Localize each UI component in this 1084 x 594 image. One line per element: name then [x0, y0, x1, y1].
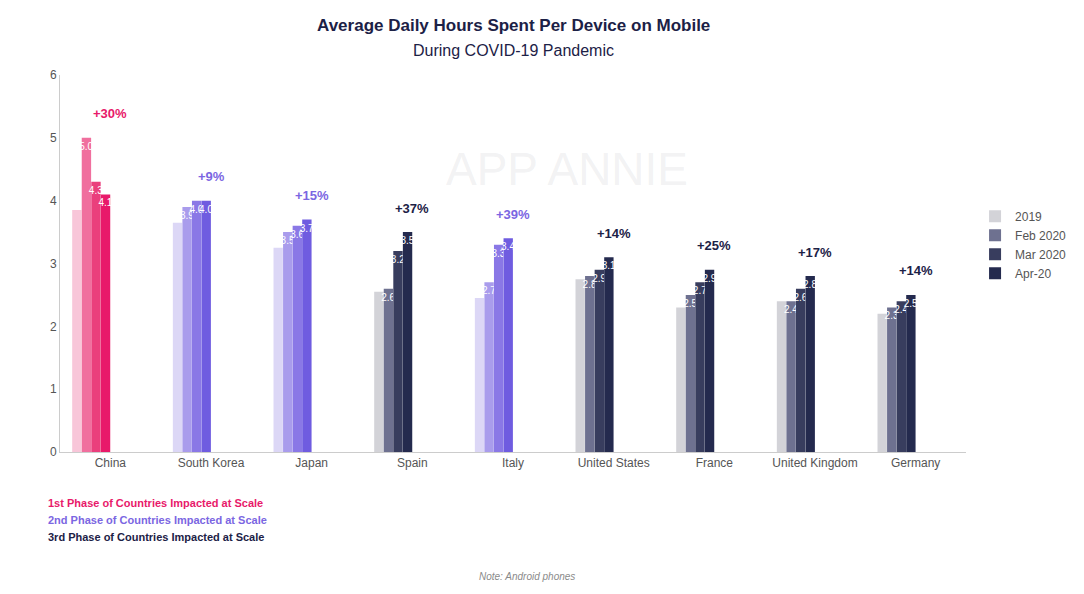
- svg-text:+25%: +25%: [697, 238, 731, 253]
- svg-text:2.3: 2.3: [885, 310, 899, 321]
- svg-text:3.4: 3.4: [501, 241, 515, 252]
- svg-text:2nd Phase of Countries Impacte: 2nd Phase of Countries Impacted at Scale: [48, 514, 267, 526]
- svg-text:3.1: 3.1: [602, 260, 616, 271]
- svg-text:3rd Phase of Countries Impacte: 3rd Phase of Countries Impacted at Scale: [48, 531, 264, 543]
- svg-text:2.6: 2.6: [793, 292, 807, 303]
- svg-text:3.6: 3.6: [290, 229, 304, 240]
- svg-text:2.4: 2.4: [894, 304, 908, 315]
- svg-text:Mar 2020: Mar 2020: [1015, 248, 1066, 262]
- svg-text:2.6: 2.6: [381, 292, 395, 303]
- svg-text:United Kingdom: United Kingdom: [772, 456, 857, 470]
- svg-text:1st Phase of Countries Impacte: 1st Phase of Countries Impacted at Scale: [48, 497, 263, 509]
- svg-text:4.1: 4.1: [98, 197, 112, 208]
- svg-text:2: 2: [50, 320, 57, 334]
- svg-text:+15%: +15%: [295, 188, 329, 203]
- svg-text:5.0: 5.0: [79, 141, 93, 152]
- svg-text:2.8: 2.8: [583, 279, 597, 290]
- svg-text:3.9: 3.9: [180, 210, 194, 221]
- svg-text:Japan: Japan: [295, 456, 328, 470]
- svg-text:2.9: 2.9: [702, 273, 716, 284]
- svg-text:4.0: 4.0: [199, 204, 213, 215]
- svg-text:2.7: 2.7: [693, 285, 707, 296]
- svg-text:+14%: +14%: [899, 263, 933, 278]
- svg-text:Average Daily Hours Spent Per: Average Daily Hours Spent Per Device on …: [317, 16, 710, 35]
- svg-text:3.7: 3.7: [300, 223, 314, 234]
- svg-text:2.4: 2.4: [784, 304, 798, 315]
- svg-text:China: China: [95, 456, 127, 470]
- svg-text:4.3: 4.3: [89, 185, 103, 196]
- svg-text:3.5: 3.5: [281, 235, 295, 246]
- svg-text:Germany: Germany: [891, 456, 940, 470]
- svg-text:Note: Android phones: Note: Android phones: [479, 571, 575, 582]
- svg-text:South Korea: South Korea: [178, 456, 245, 470]
- svg-text:Spain: Spain: [397, 456, 428, 470]
- svg-text:3.2: 3.2: [391, 254, 405, 265]
- svg-text:3.3: 3.3: [491, 248, 505, 259]
- svg-text:2019: 2019: [1015, 210, 1042, 224]
- svg-text:2.5: 2.5: [683, 298, 697, 309]
- svg-text:6: 6: [50, 68, 57, 82]
- svg-text:During COVID-19 Pandemic: During COVID-19 Pandemic: [413, 42, 614, 59]
- svg-text:2.8: 2.8: [803, 279, 817, 290]
- svg-text:2.5: 2.5: [904, 298, 918, 309]
- svg-text:United States: United States: [578, 456, 650, 470]
- svg-text:+30%: +30%: [93, 106, 127, 121]
- svg-text:Italy: Italy: [502, 456, 524, 470]
- svg-text:3: 3: [50, 257, 57, 271]
- svg-text:Feb 2020: Feb 2020: [1015, 229, 1066, 243]
- svg-text:+39%: +39%: [496, 207, 530, 222]
- svg-text:1: 1: [50, 382, 57, 396]
- svg-text:+37%: +37%: [395, 201, 429, 216]
- svg-text:4: 4: [50, 194, 57, 208]
- svg-text:4.0: 4.0: [189, 204, 203, 215]
- svg-text:APP ANNIE: APP ANNIE: [446, 143, 688, 195]
- svg-text:2.7: 2.7: [482, 285, 496, 296]
- svg-text:5: 5: [50, 131, 57, 145]
- svg-text:Apr-20: Apr-20: [1015, 267, 1051, 281]
- svg-text:+9%: +9%: [198, 169, 225, 184]
- svg-text:+14%: +14%: [597, 226, 631, 241]
- svg-text:3.5: 3.5: [400, 235, 414, 246]
- svg-text:0: 0: [50, 445, 57, 459]
- svg-text:France: France: [696, 456, 734, 470]
- svg-text:+17%: +17%: [798, 245, 832, 260]
- svg-text:2.9: 2.9: [592, 273, 606, 284]
